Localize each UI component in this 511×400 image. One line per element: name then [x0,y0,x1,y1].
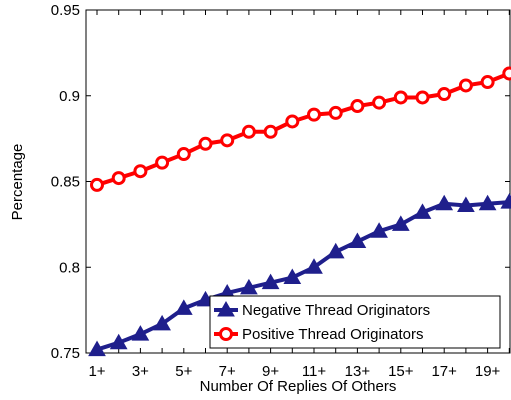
data-point [480,75,495,90]
x-tick-label: 13+ [345,363,371,380]
x-tick-label: 9+ [262,363,279,380]
data-point [393,90,408,105]
data-point [198,136,213,151]
y-axis: 0.75 0.8 0.85 0.9 0.95 [51,2,510,362]
data-point [391,215,410,231]
legend-label: Negative Thread Originators [242,302,430,319]
y-tick-label: 0.85 [51,174,80,191]
data-point [133,164,148,179]
legend-box [209,295,501,349]
data-point [241,124,256,139]
data-point [350,99,365,114]
data-point [263,124,278,139]
data-point [307,107,321,122]
y-axis-title: Percentage [9,144,26,221]
data-point [176,147,191,162]
x-axis-title: Number Of Replies Of Others [200,378,397,395]
data-point [220,133,235,148]
data-point [328,105,343,120]
data-point [326,242,345,259]
x-tick-label: 1+ [88,363,105,380]
data-point [500,193,511,209]
data-point [240,278,258,295]
data-point [285,114,300,129]
data-point [502,66,511,81]
data-point [111,171,126,186]
data-point [372,95,387,110]
data-point [261,273,280,290]
data-point [88,340,106,357]
y-tick-label: 0.95 [51,2,80,19]
data-point [478,194,497,211]
y-tick-label: 0.9 [59,88,80,105]
x-tick-label: 17+ [431,363,457,380]
data-point [90,177,104,192]
data-point [109,333,128,350]
x-tick-label: 5+ [175,363,192,380]
data-point [155,155,170,170]
data-point [437,87,452,102]
series-layer [88,66,511,357]
data-point [370,222,388,238]
y-tick-label: 0.75 [51,345,80,362]
x-tick-label: 15+ [388,363,414,380]
data-point [435,194,454,211]
series-positive [90,66,511,192]
data-point [415,90,430,105]
series-negative [88,193,511,357]
data-point [348,232,367,249]
legend: Negative Thread Originators Positive Thre… [209,295,501,349]
y-tick-label: 0.8 [59,259,80,276]
data-point [458,78,473,93]
x-tick-label: 11+ [302,363,327,380]
data-point [413,203,432,219]
data-point [457,196,475,213]
legend-marker [219,327,233,341]
data-point [174,299,193,315]
x-tick-label: 7+ [219,363,236,380]
x-tick-label: 19+ [475,363,501,380]
data-point [131,325,150,341]
x-tick-label: 3+ [132,363,149,380]
data-point [153,314,171,331]
data-point [283,268,302,285]
legend-label: Positive Thread Originators [242,326,423,343]
data-point [305,258,323,274]
legend-marker [217,300,235,317]
